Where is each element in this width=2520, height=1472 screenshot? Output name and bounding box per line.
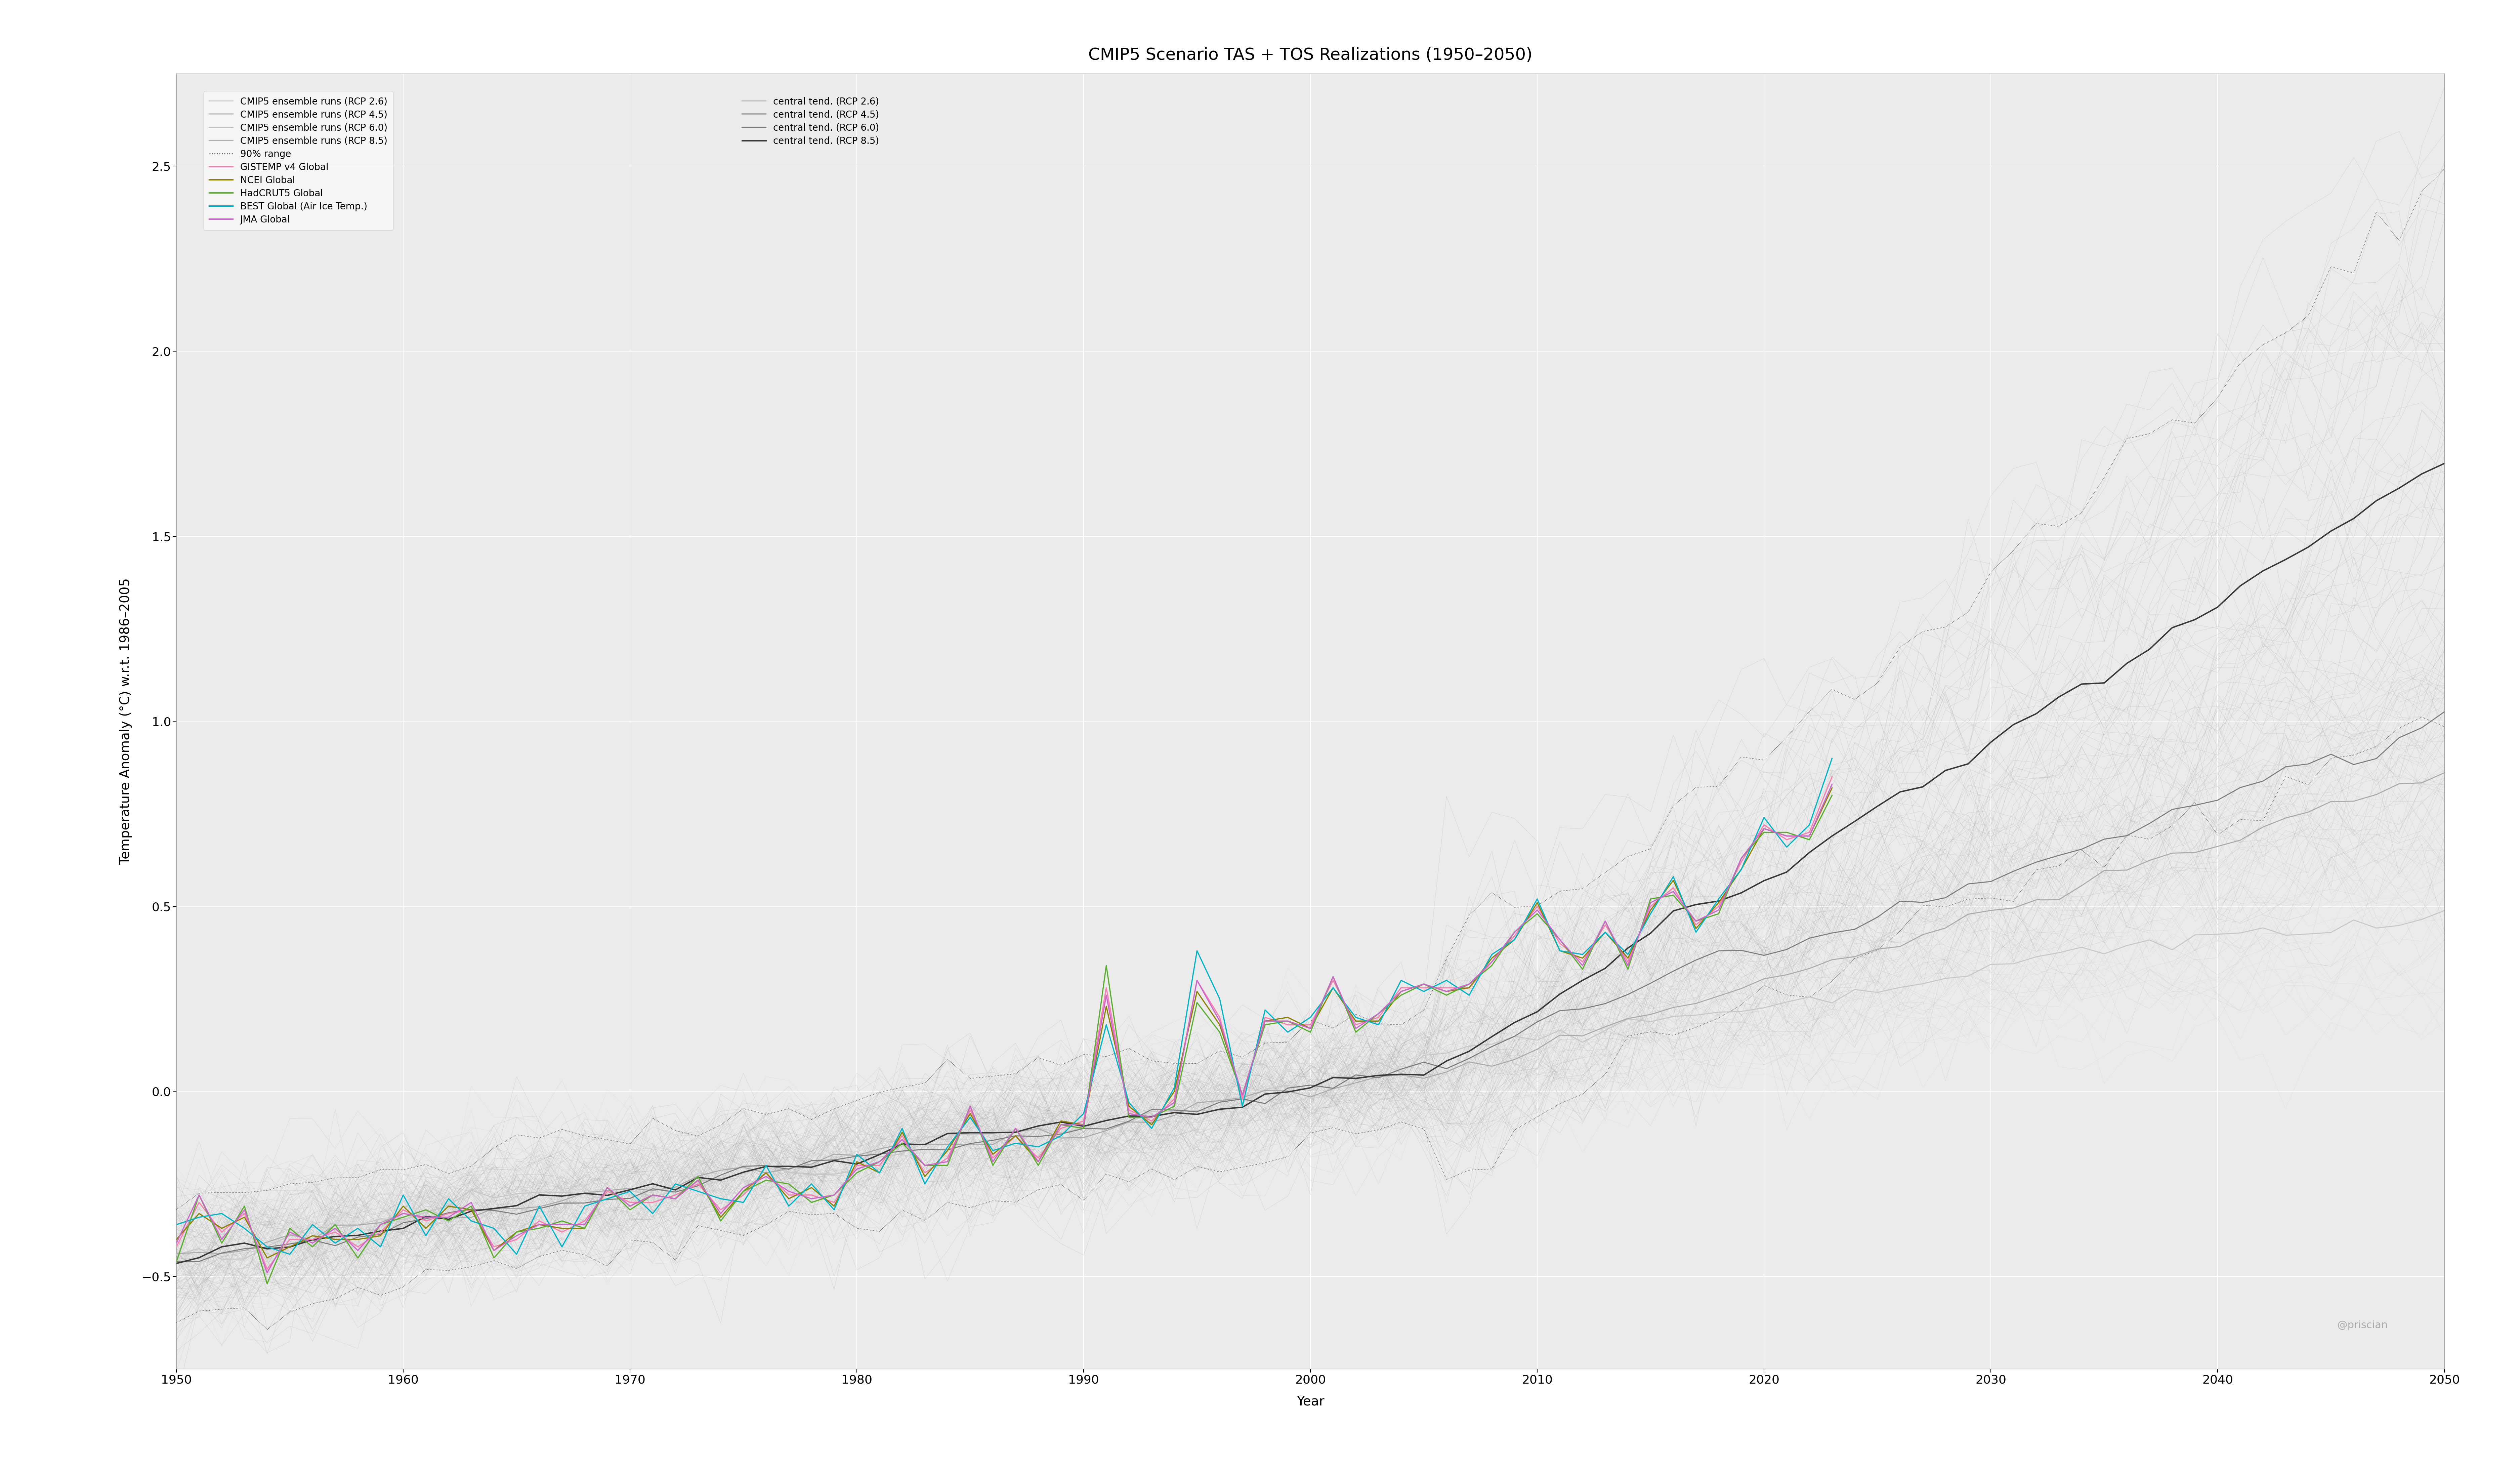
- Legend: central tend. (RCP 2.6), central tend. (RCP 4.5), central tend. (RCP 6.0), centr: central tend. (RCP 2.6), central tend. (…: [736, 91, 885, 152]
- Text: @priscian: @priscian: [2336, 1320, 2389, 1331]
- X-axis label: Year: Year: [1295, 1395, 1326, 1407]
- Title: CMIP5 Scenario TAS + TOS Realizations (1950–2050): CMIP5 Scenario TAS + TOS Realizations (1…: [1089, 47, 1532, 63]
- Y-axis label: Temperature Anomaly (°C) w.r.t. 1986–2005: Temperature Anomaly (°C) w.r.t. 1986–200…: [118, 578, 131, 864]
